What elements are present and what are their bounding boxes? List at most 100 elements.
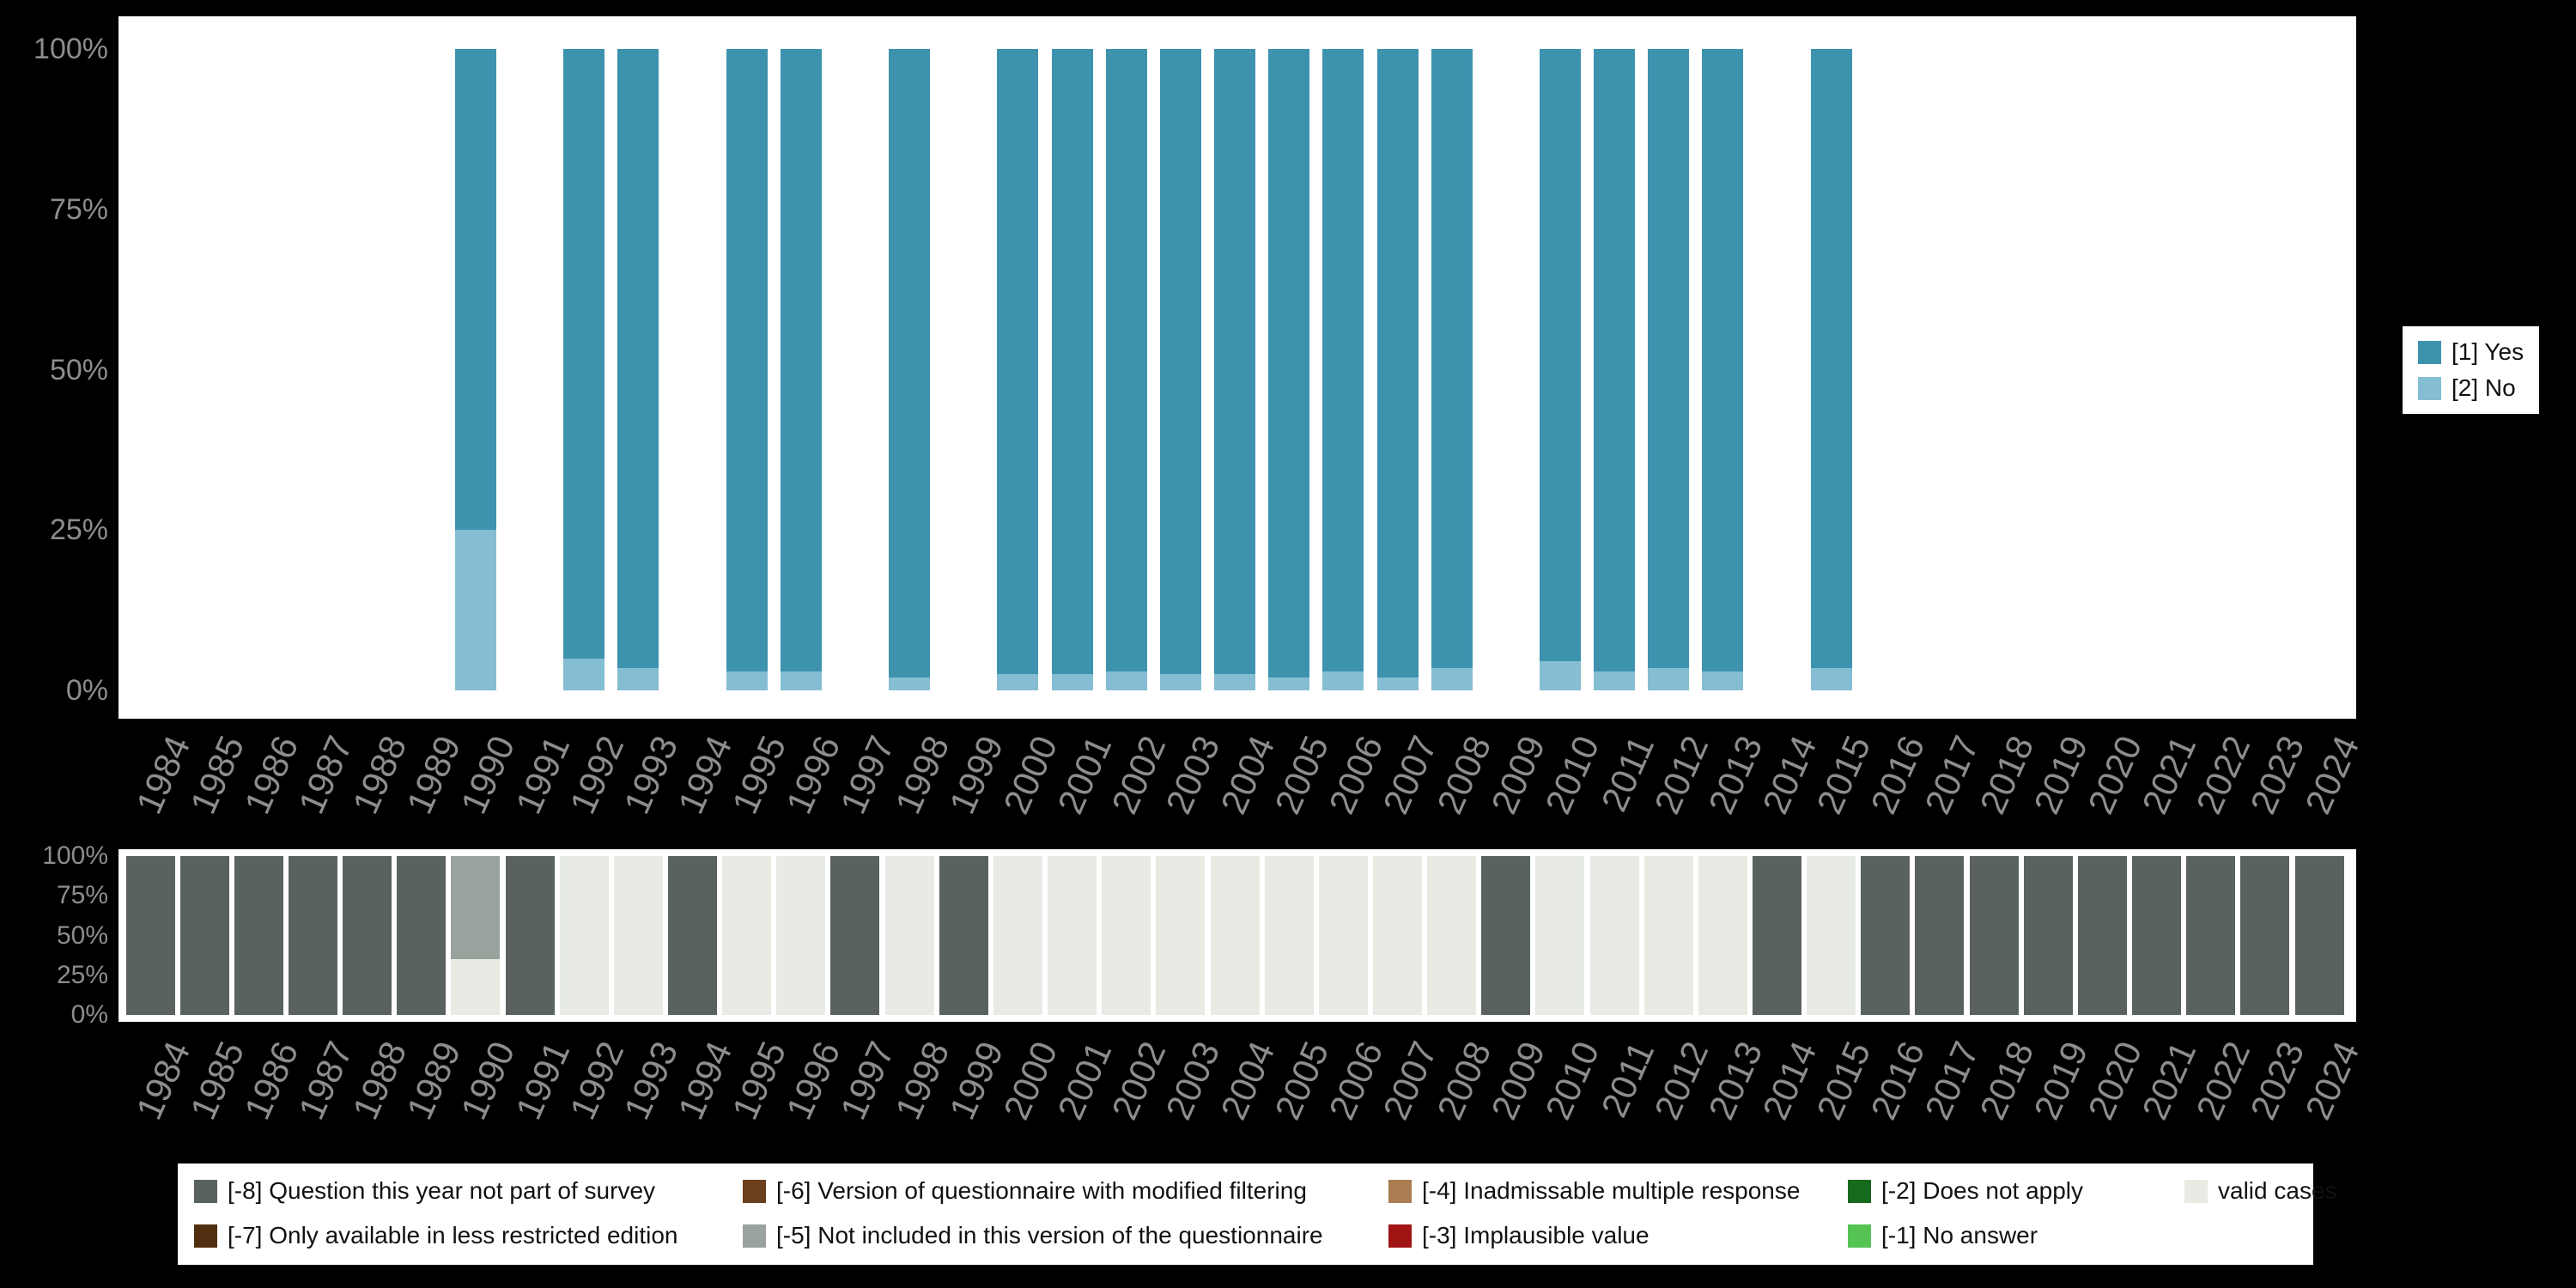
bar-segment-yes [1376, 49, 1419, 678]
bar-segment-m8 [1753, 856, 1801, 1015]
bar-segment-no [780, 671, 822, 690]
legend-item-no: [2] No [2418, 374, 2524, 402]
bar-segment-yes [997, 49, 1039, 675]
legend-item-m5: [-5] Not included in this version of the… [743, 1218, 1323, 1253]
bottom-chart-panel [118, 849, 2356, 1022]
bar-segment-m8 [1481, 856, 1531, 1015]
bar-segment-no [1051, 674, 1093, 690]
legend-item-m3: [-3] Implausible value [1388, 1218, 1649, 1253]
bar-segment-no [889, 677, 931, 690]
bar-segment-no [1268, 677, 1310, 690]
legend-label: valid cases [2218, 1177, 2337, 1204]
bar-segment-m8 [234, 856, 283, 1015]
bar-segment-yes [1431, 49, 1473, 668]
bar-segment-no [1648, 667, 1690, 690]
y-tick-label: 75% [49, 192, 108, 226]
legend-label-yes: [1] Yes [2451, 338, 2524, 365]
legend-label: [-1] No answer [1881, 1222, 2038, 1249]
bar-segment-m5 [451, 855, 501, 960]
legend-label: [-7] Only available in less restricted e… [228, 1222, 678, 1249]
bar-segment-valid [1535, 856, 1585, 1015]
legend-item-yes: [1] Yes [2418, 338, 2524, 366]
legend-label: [-3] Implausible value [1422, 1222, 1649, 1249]
bar-segment-yes [1648, 49, 1690, 668]
y-tick-label: 100% [33, 33, 108, 65]
bar-segment-no [1214, 674, 1255, 690]
bar-segment-m8 [2077, 856, 2127, 1015]
bar-segment-no [997, 674, 1039, 690]
bar-segment-valid [1589, 856, 1639, 1015]
bar-segment-yes [1214, 49, 1255, 675]
legend-item-m8: [-8] Question this year not part of surv… [194, 1174, 655, 1208]
bar-segment-m8 [2023, 856, 2073, 1015]
legend-item-m4: [-4] Inadmissable multiple response [1388, 1174, 1800, 1208]
legend-swatch-m1-icon [1848, 1224, 1871, 1248]
legend-swatch-m6-icon [743, 1179, 766, 1203]
legend-missing-categories: [-8] Question this year not part of surv… [178, 1163, 2337, 1265]
y-tick-label: 25% [49, 513, 108, 547]
bar-segment-valid [993, 856, 1042, 1015]
bar-segment-m8 [179, 856, 229, 1015]
bar-segment-no [1539, 661, 1581, 690]
bar-segment-valid [613, 856, 663, 1015]
legend-label: [-4] Inadmissable multiple response [1422, 1177, 1801, 1204]
y-tick-label: 100% [42, 841, 108, 870]
bar-segment-valid [1048, 856, 1097, 1015]
bar-segment-valid [1807, 856, 1856, 1015]
bar-segment-no [1810, 667, 1852, 690]
y-tick-label: 25% [56, 960, 108, 989]
bar-segment-yes [1539, 49, 1581, 662]
legend-label: [-5] Not included in this version of the… [776, 1222, 1323, 1249]
bar-segment-yes [454, 48, 496, 531]
legend-swatch-m4-icon [1388, 1179, 1412, 1203]
bar-segment-valid [1102, 856, 1151, 1015]
bar-segment-valid [776, 856, 826, 1015]
legend-label: [-6] Version of questionnaire with modif… [776, 1177, 1307, 1204]
bar-segment-m8 [939, 856, 988, 1015]
bar-segment-m8 [668, 856, 717, 1015]
bar-segment-valid [1643, 856, 1693, 1015]
bar-segment-m8 [397, 856, 447, 1015]
bar-segment-valid [1427, 856, 1477, 1015]
bar-segment-no [1594, 671, 1635, 690]
bar-segment-yes [780, 49, 822, 671]
legend-item-m1: [-1] No answer [1848, 1218, 2038, 1253]
bar-segment-valid [559, 856, 609, 1015]
bar-segment-m8 [2186, 856, 2236, 1015]
legend-label: [-8] Question this year not part of surv… [228, 1177, 656, 1204]
legend-swatch-m7-icon [194, 1224, 217, 1248]
bar-segment-valid [1318, 856, 1368, 1015]
bar-segment-no [1322, 671, 1364, 690]
y-tick-label: 0% [65, 674, 108, 707]
legend-swatch-m5-icon [743, 1224, 766, 1248]
bar-segment-no [726, 671, 768, 690]
bar-segment-m8 [1969, 856, 2019, 1015]
bar-segment-m8 [830, 856, 880, 1015]
legend-label-no: [2] No [2451, 374, 2516, 401]
bar-segment-no [1431, 667, 1473, 690]
bar-segment-m8 [343, 856, 392, 1015]
bar-segment-m8 [1915, 856, 1965, 1015]
legend-response-categories: [1] Yes [2] No [2403, 326, 2540, 414]
bar-segment-yes [1702, 49, 1744, 671]
bar-segment-no [1159, 674, 1201, 690]
y-tick-label: 50% [56, 920, 108, 950]
bar-segment-no [563, 658, 605, 690]
legend-item-m2: [-2] Does not apply [1848, 1174, 2083, 1208]
bar-segment-no [1376, 677, 1419, 690]
legend-swatch-m2-icon [1848, 1179, 1871, 1203]
y-tick-label: 75% [56, 881, 108, 910]
legend-swatch-no-icon [2418, 376, 2441, 400]
bar-segment-no [1702, 671, 1744, 690]
y-tick-label: 0% [70, 1000, 108, 1029]
legend-item-valid: valid cases [2184, 1174, 2337, 1208]
bar-segment-yes [1594, 49, 1635, 671]
bar-segment-valid [1156, 856, 1206, 1015]
bar-segment-m8 [2132, 856, 2181, 1015]
bar-segment-yes [1105, 49, 1147, 671]
bar-segment-m8 [2294, 856, 2344, 1015]
bar-segment-no [1105, 671, 1147, 690]
bar-segment-no [617, 667, 659, 690]
bar-segment-yes [563, 49, 605, 659]
